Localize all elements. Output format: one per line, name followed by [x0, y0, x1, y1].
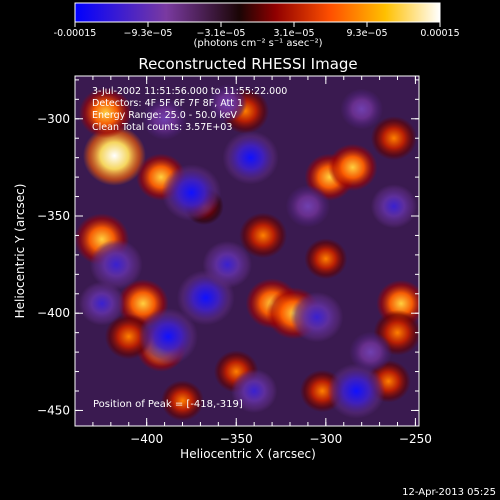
y-tick-label: −350	[37, 209, 70, 223]
info-line-2: Detectors: 4F 5F 6F 7F 8F, Att 1	[92, 98, 243, 109]
colorbar-ticks: -0.00015 −9.3e−05 −3.1e−05 3.1e−05 9.3e−05 0.…	[54, 22, 460, 39]
peak-position: Position of Peak = [-418,-319]	[93, 399, 243, 410]
colorbar-tick-label: −9.3e−05	[124, 28, 173, 39]
negative-blob	[138, 308, 198, 365]
negative-blob	[290, 291, 344, 343]
negative-blob	[349, 331, 393, 373]
x-tick-label: −300	[309, 432, 342, 446]
y-tick-label: −300	[37, 112, 70, 126]
chart-title: Reconstructed RHESSI Image	[138, 55, 357, 73]
negative-blob	[327, 363, 386, 419]
colorbar-tick-label: −3.1e−05	[197, 28, 246, 39]
negative-blob	[285, 185, 331, 228]
heatmap-image	[75, 76, 419, 426]
x-tick-label: −250	[399, 432, 432, 446]
y-tick-label: −400	[37, 306, 70, 320]
y-tick-label: −450	[37, 403, 70, 417]
info-line-3: Energy Range: 25.0 - 50.0 keV	[92, 110, 237, 121]
x-tick-label: −400	[130, 432, 163, 446]
colorbar-tick-label: 0.00015	[420, 28, 459, 39]
colorbar-tick-label: -0.00015	[54, 28, 97, 39]
negative-blob	[231, 369, 278, 413]
negative-blob	[202, 241, 253, 289]
negative-blob	[207, 84, 248, 123]
timestamp: 12-Apr-2013 05:25	[402, 487, 496, 498]
colorbar	[74, 2, 441, 23]
x-tick-label: −350	[220, 432, 253, 446]
y-axis-label: Heliocentric Y (arcsec)	[13, 184, 27, 319]
colorbar-tick-label: 3.1e−05	[273, 28, 314, 39]
emission-blob	[370, 116, 418, 161]
colorbar-units: (photons cm⁻² s⁻¹ asec⁻²)	[193, 38, 322, 49]
colorbar-tick-label: 9.3e−05	[346, 28, 387, 39]
negative-blob	[161, 164, 222, 222]
emission-blob	[161, 380, 204, 422]
negative-blob	[142, 97, 187, 140]
negative-blob	[222, 130, 279, 185]
emission-blob	[327, 143, 378, 191]
negative-blob	[89, 239, 143, 290]
negative-blob	[370, 184, 418, 229]
emission-blob	[239, 212, 288, 259]
plot-frame	[74, 75, 420, 427]
axis-ticks: −400 −350 −300 −250 −300 −350 −400 −450	[37, 76, 432, 446]
info-line-1: 3-Jul-2002 11:51:56.000 to 11:55:22.000	[92, 86, 287, 97]
negative-blob	[78, 281, 125, 326]
emission-blob	[82, 125, 146, 186]
negative-blob	[340, 88, 384, 130]
emission-blob	[78, 87, 132, 139]
emission-blob	[104, 313, 153, 360]
info-line-4: Clean Total counts: 3.57E+03	[92, 122, 232, 133]
x-axis-label: Heliocentric X (arcsec)	[180, 447, 316, 461]
emission-blob	[304, 238, 348, 280]
